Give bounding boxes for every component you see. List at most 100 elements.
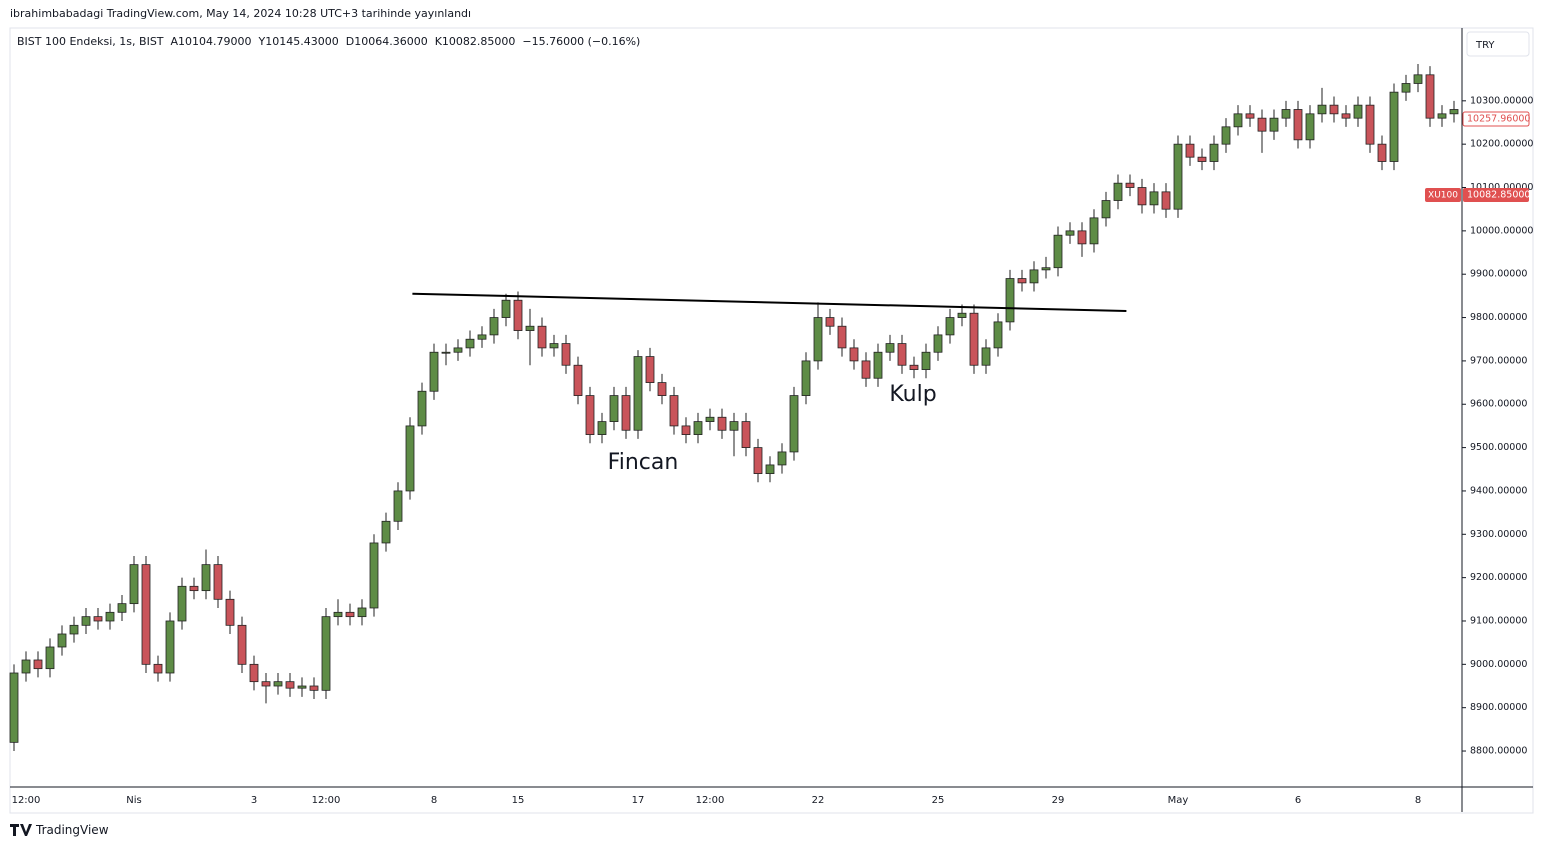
candle-body — [1101, 200, 1111, 219]
y-tick-label: 9800.00000 — [1470, 312, 1527, 323]
y-tick-label: 10300.00000 — [1470, 95, 1533, 106]
y-tick-label: 9500.00000 — [1470, 442, 1527, 453]
candle-body — [825, 317, 835, 327]
candle-body — [801, 360, 811, 396]
candle-body — [1125, 182, 1135, 188]
candle-body — [237, 624, 247, 665]
candle-body — [777, 451, 787, 466]
published-note: ibrahimbabadagi TradingView.com, May 14,… — [10, 7, 472, 20]
candle-body — [165, 620, 175, 674]
annotation: Kulp — [889, 382, 936, 407]
candle-body — [1209, 143, 1219, 162]
x-tick-label: 8 — [1415, 795, 1421, 806]
candle-body — [957, 312, 967, 318]
candle-body — [1149, 191, 1159, 206]
y-tick-label: 10100.00000 — [1470, 182, 1533, 193]
candle-body — [789, 395, 799, 453]
candle-body — [153, 663, 163, 674]
last-price-badge — [1462, 111, 1530, 127]
candle-body — [141, 564, 151, 665]
x-tick-label: 12:00 — [696, 795, 725, 806]
candle-body — [573, 364, 583, 396]
y-tick-label: 9700.00000 — [1470, 355, 1527, 366]
header: BIST 100 Endeksi, 1s, BIST A10104.79000 Y1… — [17, 35, 640, 48]
x-tick-label: 8 — [431, 795, 437, 806]
candle-body — [21, 659, 31, 674]
symbol-price-label: 10082.85000 — [1467, 189, 1530, 200]
x-tick-label: 17 — [632, 795, 645, 806]
candle-body — [861, 360, 871, 379]
currency[interactable]: TRY — [1475, 40, 1495, 51]
y-tick-label: 9400.00000 — [1470, 485, 1527, 496]
candle-body — [1389, 91, 1399, 162]
candle-body — [837, 325, 847, 349]
symbol-price-badge — [1463, 187, 1529, 202]
candle-body — [813, 317, 823, 362]
candle-body — [765, 464, 775, 475]
candle-body — [669, 395, 679, 427]
candle-body — [1317, 104, 1327, 115]
candle-body — [1425, 74, 1435, 119]
candle-body — [429, 351, 439, 392]
candle-body — [1005, 278, 1015, 323]
candle-body — [1029, 269, 1039, 284]
candle-body — [501, 299, 511, 318]
candle-body — [873, 351, 883, 379]
candle-body — [1449, 109, 1459, 115]
y-tick-label: 9300.00000 — [1470, 529, 1527, 540]
trendline — [412, 292, 1127, 313]
x-tick-label: 22 — [812, 795, 825, 806]
candle-body — [57, 633, 67, 648]
candle-body — [849, 347, 859, 362]
y-tick-label: 10000.00000 — [1470, 225, 1533, 236]
candle-body — [717, 416, 727, 431]
y-tick-label: 9200.00000 — [1470, 572, 1527, 583]
candle-body — [585, 395, 595, 435]
candle-body — [537, 325, 547, 349]
header-item: BIST 100 Endeksi, 1s, BIST — [17, 35, 164, 48]
candle-body — [621, 395, 631, 431]
candle-body — [1437, 113, 1447, 119]
candle-body — [309, 685, 319, 691]
candle-body — [1221, 126, 1231, 145]
candle-body — [897, 343, 907, 366]
y-tick-label: 10200.00000 — [1470, 139, 1533, 150]
candle-body — [1065, 230, 1075, 236]
candle-body — [1017, 278, 1027, 284]
candle-body — [729, 421, 739, 431]
candle-body — [477, 334, 487, 340]
candle-body — [489, 317, 499, 336]
candle-body — [465, 338, 475, 349]
currency-box[interactable] — [1466, 31, 1530, 57]
x-tick-label: 3 — [251, 795, 257, 806]
candle-body — [1329, 104, 1339, 115]
x-tick-label: Nis — [126, 795, 141, 806]
x-tick-label: 15 — [512, 795, 525, 806]
candle-body — [357, 607, 367, 618]
candle-body — [1365, 104, 1375, 145]
candle-body — [129, 564, 139, 605]
header-item: A10104.79000 — [171, 35, 252, 48]
candle-body — [453, 347, 463, 353]
candle-body — [1257, 117, 1267, 132]
header-item: Y10145.43000 — [258, 35, 339, 48]
x-tick-label: 12:00 — [12, 795, 41, 806]
candle-body — [441, 351, 451, 354]
candle-body — [321, 616, 331, 691]
candle-body — [345, 611, 355, 618]
candle-body — [993, 321, 1003, 349]
y-tick-label: 9100.00000 — [1470, 615, 1527, 626]
candle-body — [417, 390, 427, 427]
candle-body — [45, 646, 55, 670]
brand: TradingView — [36, 823, 109, 837]
candle-body — [81, 616, 91, 626]
candle-body — [1377, 143, 1387, 162]
y-tick-label: 9600.00000 — [1470, 399, 1527, 410]
candle-body — [705, 416, 715, 422]
candle-body — [885, 343, 895, 353]
candle-body — [741, 421, 751, 448]
y-tick-label: 9900.00000 — [1470, 269, 1527, 280]
